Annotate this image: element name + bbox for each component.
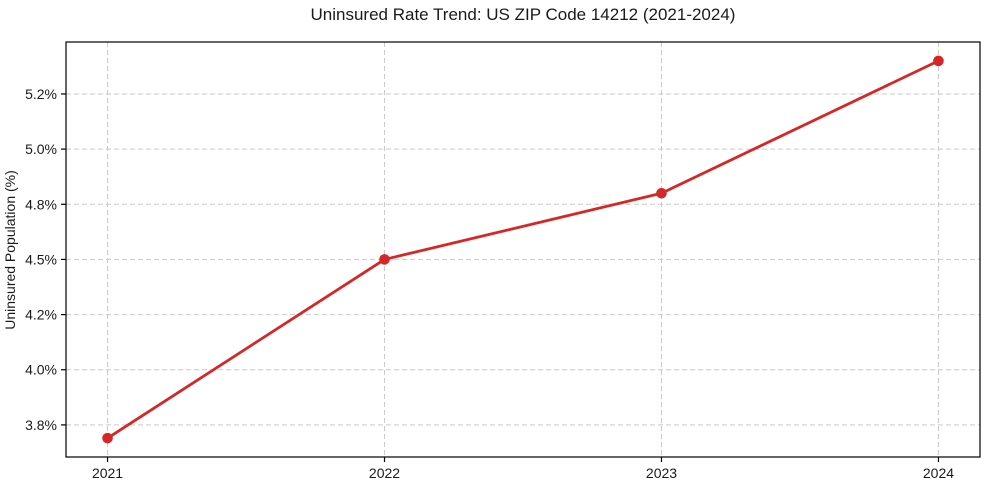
vertical-gridlines <box>107 42 939 457</box>
x-tick-labels: 2021 2022 2023 2024 <box>92 465 954 481</box>
y-tick-label: 4.8% <box>25 196 57 212</box>
y-axis-label: Uninsured Population (%) <box>2 170 18 330</box>
x-tick-label: 2022 <box>369 465 400 481</box>
data-point-marker <box>102 432 113 444</box>
y-tick-label: 5.2% <box>25 86 57 102</box>
plot-frame <box>65 41 981 458</box>
y-tick-label: 3.8% <box>25 417 57 433</box>
axis-ticks <box>61 93 940 462</box>
x-tick-label: 2024 <box>923 465 954 481</box>
y-tick-label: 5.0% <box>25 141 57 157</box>
y-tick-label: 4.5% <box>25 251 57 267</box>
plot-frame-rect <box>65 41 981 458</box>
data-series <box>102 55 944 444</box>
y-tick-labels: 3.8% 4.0% 4.2% 4.5% 4.8% 5.0% 5.2% <box>25 86 57 433</box>
chart-title: Uninsured Rate Trend: US ZIP Code 14212 … <box>311 5 736 24</box>
series-line <box>106 59 940 440</box>
x-tick-label: 2021 <box>92 465 123 481</box>
y-tick-label: 4.2% <box>25 307 57 323</box>
data-point-marker <box>656 187 667 199</box>
data-point-marker <box>379 254 390 265</box>
horizontal-gridlines <box>66 93 980 426</box>
y-tick-label: 4.0% <box>25 362 57 378</box>
x-tick-label: 2023 <box>646 465 677 481</box>
data-point-marker <box>933 55 944 67</box>
